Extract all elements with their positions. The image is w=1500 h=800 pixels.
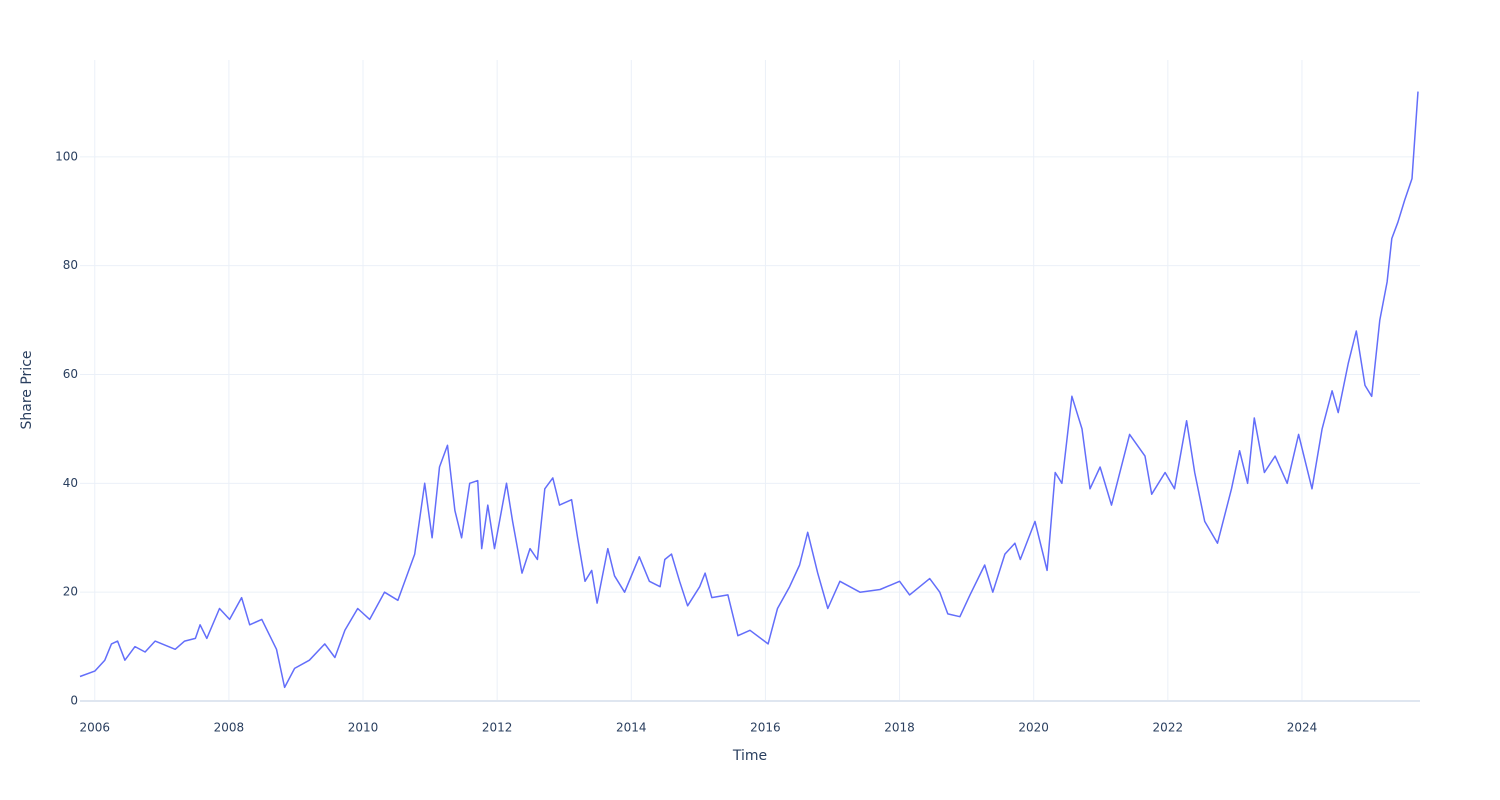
y-tick-label: 80: [63, 258, 78, 272]
x-axis-title: Time: [732, 748, 767, 764]
x-tick-label: 2012: [482, 721, 513, 735]
y-tick-label: 40: [63, 476, 78, 490]
y-tick-label: 20: [63, 585, 78, 599]
y-axis-title: Share Price: [19, 350, 35, 429]
line: [79, 91, 1419, 689]
x-tick-label: 2006: [79, 721, 110, 735]
x-tick-label: 2008: [214, 721, 245, 735]
y-tick-label: 0: [70, 694, 78, 708]
x-tick-label: 2020: [1018, 721, 1049, 735]
y-tick-label: 100: [55, 149, 78, 163]
x-tick-label: 2022: [1153, 721, 1184, 735]
x-tick-label: 2016: [750, 721, 781, 735]
x-tick-label: 2010: [348, 721, 379, 735]
x-tick-label: 2014: [616, 721, 647, 735]
x-tick-label: 2024: [1287, 721, 1318, 735]
y-tick-label: 60: [63, 367, 78, 381]
x-tick-label: 2018: [884, 721, 915, 735]
